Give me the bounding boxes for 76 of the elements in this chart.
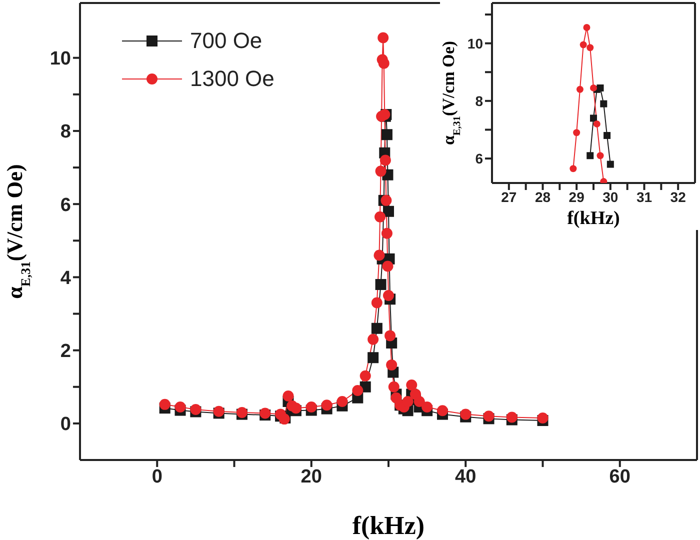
point: [586, 44, 594, 52]
y-tick-label: 10: [467, 35, 484, 52]
point: [383, 206, 394, 217]
point: [290, 402, 302, 414]
point: [174, 401, 186, 412]
point: [596, 152, 604, 160]
point: [576, 86, 584, 93]
point: [352, 385, 364, 396]
point: [159, 398, 170, 410]
point: [380, 154, 391, 166]
point: [406, 380, 418, 391]
point: [368, 352, 379, 364]
point: [414, 396, 425, 408]
point: [590, 114, 597, 122]
point: [583, 24, 590, 31]
y-tick-label: 6: [475, 150, 484, 166]
legend-label: 1300 Oe: [190, 65, 274, 93]
point: [371, 322, 382, 334]
y-tick-label: 8: [475, 92, 484, 109]
y-tick-label: 8: [60, 122, 71, 143]
point: [382, 260, 394, 272]
point: [282, 390, 294, 402]
point: [580, 41, 587, 48]
point: [573, 129, 580, 136]
point: [586, 152, 594, 160]
y-tick-label: 2: [60, 341, 71, 362]
x-tick-label: 29: [568, 188, 585, 205]
point: [483, 410, 494, 422]
point: [378, 58, 390, 69]
x-tick-label: 28: [534, 188, 551, 205]
point: [360, 370, 371, 382]
x-tick-label: 30: [602, 188, 618, 205]
point: [596, 84, 604, 92]
point: [436, 405, 448, 416]
point: [570, 165, 577, 172]
y-tick-label: 4: [60, 268, 72, 289]
point: [375, 166, 386, 177]
x-tick-label: 27: [501, 188, 517, 205]
point: [375, 279, 386, 290]
point: [306, 401, 317, 412]
y-tick-label: 10: [50, 48, 71, 70]
y-tick-label: 6: [60, 194, 71, 216]
point: [321, 400, 332, 411]
point: [374, 211, 386, 222]
point: [383, 290, 394, 301]
point: [381, 228, 392, 239]
point: [600, 100, 608, 108]
point: [388, 381, 400, 392]
point: [368, 334, 379, 345]
point: [590, 84, 597, 92]
x-tick-label: 60: [609, 466, 630, 488]
x-tick-label: 31: [636, 188, 652, 205]
point: [422, 401, 433, 412]
point: [606, 160, 614, 168]
point: [381, 129, 392, 140]
x-tick-label: 32: [670, 188, 686, 205]
x-axis-title: f(kHz): [567, 208, 620, 229]
point: [593, 120, 600, 128]
point: [537, 412, 548, 424]
point: [371, 297, 382, 308]
point: [460, 408, 472, 420]
point: [506, 412, 518, 423]
point: [374, 250, 385, 261]
x-tick-label: 40: [455, 466, 476, 488]
point: [386, 359, 398, 370]
x-tick-label: 0: [152, 466, 162, 488]
legend-label: 700 Oe: [190, 27, 262, 55]
point: [604, 132, 611, 139]
point: [336, 396, 348, 408]
x-axis-title: f(kHz): [352, 511, 425, 540]
point: [380, 194, 392, 206]
x-tick-label: 20: [300, 466, 322, 488]
point: [402, 396, 414, 408]
point: [378, 32, 389, 44]
y-tick-label: 0: [60, 414, 71, 436]
point: [384, 330, 396, 342]
